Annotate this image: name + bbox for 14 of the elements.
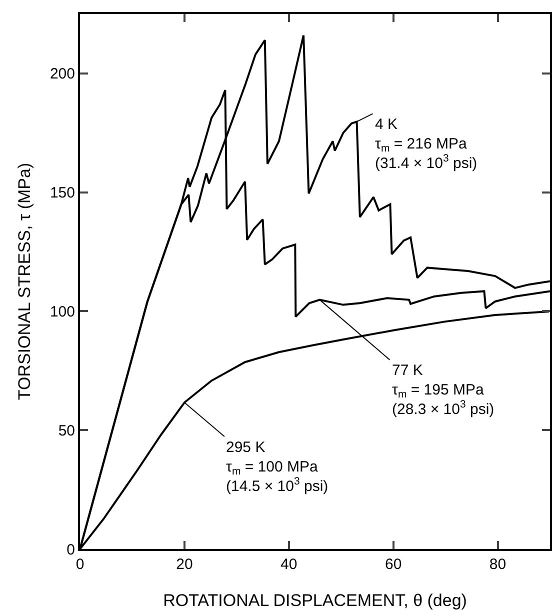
y-tick-label: 200 [50, 66, 75, 83]
x-tick-label: 40 [280, 556, 298, 573]
annotation: 295 K τ$_{m}$ = 100 MPa (14.5 × 10$^{3}$ psi) [226, 439, 328, 495]
y-tick-label: 0 [66, 541, 75, 558]
y-tick-label: 150 [50, 184, 75, 202]
x-tick-label: 60 [384, 556, 402, 573]
x-axis-title: ROTATIONAL DISPLACEMENT, θ (deg) [163, 590, 467, 610]
y-axis-title: TORSIONAL STRESS, τ (MPa) [15, 162, 34, 400]
y-tick-label: 100 [50, 303, 75, 320]
annotation: 77 K τ$_{m}$ = 195 MPa (28.3 × 10$^{3}$ psi) [392, 362, 494, 418]
annotation: 4 K τ$_{m}$ = 216 MPa (31.4 × 10$^{3}$ psi) [375, 116, 478, 172]
x-tick-label: 20 [176, 556, 193, 573]
y-tick-label: 50 [58, 422, 75, 440]
x-tick-label: 80 [489, 556, 506, 573]
